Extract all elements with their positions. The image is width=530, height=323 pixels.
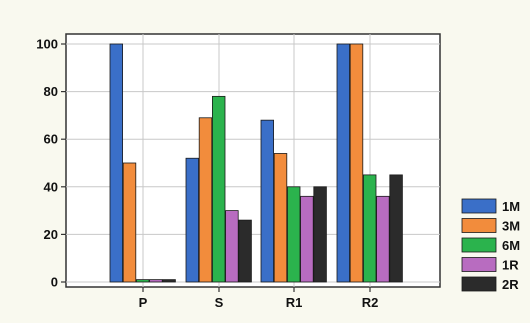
bar-6M-R2	[362, 174, 377, 283]
legend-label-1R: 1R	[502, 258, 519, 273]
x-tick-label: R2	[362, 295, 379, 310]
legend-swatch-2R	[461, 276, 497, 292]
legend-swatch-6M	[461, 237, 497, 253]
bar-1M-R2	[336, 43, 351, 283]
y-tick-label: 60	[44, 132, 58, 147]
bar-6M-P	[135, 279, 150, 283]
bar-1R-R2	[376, 195, 390, 283]
bar-6M-R1	[286, 186, 301, 283]
bar-1M-R1	[260, 119, 275, 283]
y-tick-label: 80	[44, 84, 58, 99]
legend-label-3M: 3M	[502, 219, 520, 234]
bar-2R-R1	[313, 186, 327, 283]
legend-swatch-1R	[461, 257, 497, 272]
legend-label-1M: 1M	[502, 199, 520, 214]
bar-3M-P	[122, 162, 137, 283]
legend-swatch-3M	[461, 218, 497, 233]
bar-1M-S	[185, 157, 200, 283]
x-tick-label: P	[139, 295, 148, 310]
bar-2R-R2	[389, 174, 403, 283]
bars	[109, 43, 403, 283]
y-tick-label: 0	[51, 275, 58, 290]
y-tick-label: 40	[44, 179, 58, 194]
bar-3M-R1	[273, 153, 288, 283]
x-axis: P S R1 R2	[139, 287, 379, 310]
x-tick-label: R1	[286, 295, 303, 310]
y-axis: 0 20 40 60 80 100	[36, 37, 66, 290]
bar-3M-R2	[349, 43, 364, 283]
bar-1M-P	[109, 43, 124, 283]
bar-1R-P	[149, 279, 163, 283]
legend-swatch-1M	[461, 198, 497, 214]
bar-1R-S	[225, 210, 239, 283]
bar-1R-R1	[300, 195, 314, 283]
bar-3M-S	[198, 117, 213, 283]
bar-6M-S	[211, 95, 226, 283]
legend-label-2R: 2R	[502, 277, 519, 292]
bar-2R-P	[162, 279, 176, 283]
y-tick-label: 20	[44, 227, 58, 242]
legend: 1M 3M 6M 1R 2R	[461, 198, 520, 292]
x-tick-label: S	[215, 295, 224, 310]
bar-2R-S	[238, 219, 252, 283]
y-tick-label: 100	[36, 37, 58, 52]
legend-label-6M: 6M	[502, 238, 520, 253]
